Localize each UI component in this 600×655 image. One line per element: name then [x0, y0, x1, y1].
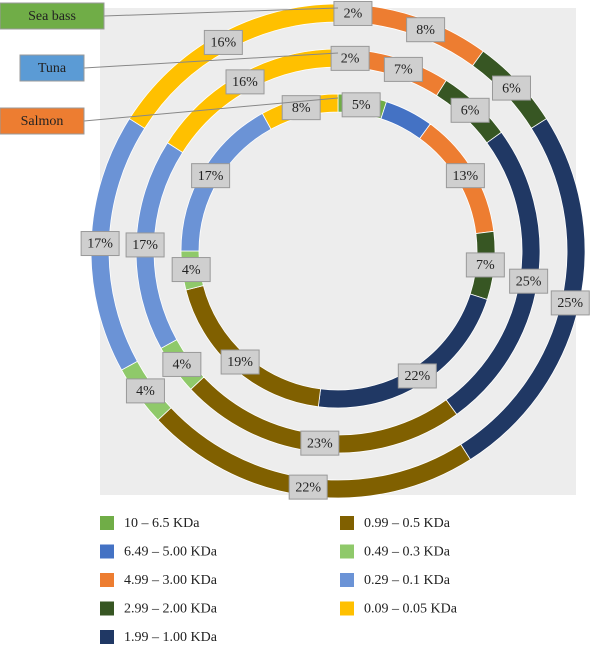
series-label: Tuna [38, 61, 67, 76]
data-label: 25% [516, 274, 542, 289]
data-label: 6% [461, 104, 480, 119]
data-label-box [509, 268, 549, 294]
leader-line [83, 97, 339, 122]
data-label-box [383, 56, 423, 82]
data-label-box [125, 378, 165, 404]
data-label-box [220, 349, 260, 375]
data-label: 4% [136, 384, 155, 399]
series-label: Sea bass [28, 9, 76, 24]
legend-label: 0.99 – 0.5 KDa [364, 516, 451, 531]
data-label-box [191, 163, 231, 189]
data-label-box [406, 17, 446, 43]
data-label-box [445, 163, 485, 189]
series-label: Salmon [21, 114, 64, 129]
data-label: 22% [295, 480, 321, 495]
legend-label: 1.99 – 1.00 KDa [124, 630, 218, 645]
data-label: 17% [87, 237, 113, 252]
legend-swatch [100, 544, 114, 559]
data-label: 2% [341, 52, 360, 67]
data-label: 2% [344, 7, 363, 22]
legend-label: 2.99 – 2.00 KDa [124, 602, 218, 617]
data-label-box [465, 252, 505, 278]
data-label-box [341, 92, 381, 118]
data-label: 6% [502, 81, 521, 96]
legend-swatch [100, 573, 114, 587]
legend-swatch [340, 601, 354, 616]
legend-label: 0.29 – 0.1 KDa [364, 573, 451, 588]
data-label-box [203, 29, 243, 55]
data-label-box [450, 97, 490, 123]
legend-swatch [340, 544, 354, 559]
data-label-box [333, 0, 373, 26]
data-label-box [288, 474, 328, 500]
series-label-box [0, 2, 105, 30]
data-label: 16% [232, 75, 258, 90]
legend-swatch [340, 573, 354, 587]
legend-label: 0.09 – 0.05 KDa [364, 602, 458, 617]
data-label-box [397, 363, 437, 389]
data-label: 22% [404, 369, 430, 384]
legend-swatch [100, 516, 114, 530]
legend-label: 0.49 – 0.3 KDa [364, 545, 451, 560]
data-label: 13% [453, 169, 479, 184]
data-label-box [162, 351, 202, 377]
data-label-box [300, 430, 340, 456]
data-label: 19% [227, 355, 253, 370]
data-label: 8% [416, 23, 435, 38]
data-label: 17% [132, 238, 158, 253]
data-label-box [225, 69, 265, 95]
data-label: 16% [211, 36, 237, 51]
data-label: 23% [307, 436, 333, 451]
legend-swatch [340, 516, 354, 530]
series-label-box [19, 54, 85, 82]
data-label-box [550, 290, 590, 316]
data-label-box [281, 95, 321, 121]
data-label-box [125, 232, 165, 258]
data-label-box [491, 75, 531, 101]
data-label: 5% [352, 98, 371, 113]
data-label: 25% [557, 296, 583, 311]
data-label: 8% [292, 101, 311, 116]
legend-label: 10 – 6.5 KDa [124, 516, 200, 531]
leader-line [83, 52, 339, 69]
data-label-box [80, 231, 120, 257]
legend-label: 6.49 – 5.00 KDa [124, 545, 218, 560]
data-label: 4% [173, 358, 192, 373]
data-label: 7% [394, 63, 413, 78]
legend-swatch [100, 630, 114, 644]
data-label: 17% [198, 169, 224, 184]
legend-label: 4.99 – 3.00 KDa [124, 573, 218, 588]
data-label-box [171, 257, 211, 283]
data-label-box [330, 45, 370, 71]
data-label: 4% [182, 263, 201, 278]
leader-line [103, 7, 339, 17]
series-label-box [0, 107, 85, 135]
legend-swatch [100, 601, 114, 616]
data-label: 7% [476, 258, 495, 273]
